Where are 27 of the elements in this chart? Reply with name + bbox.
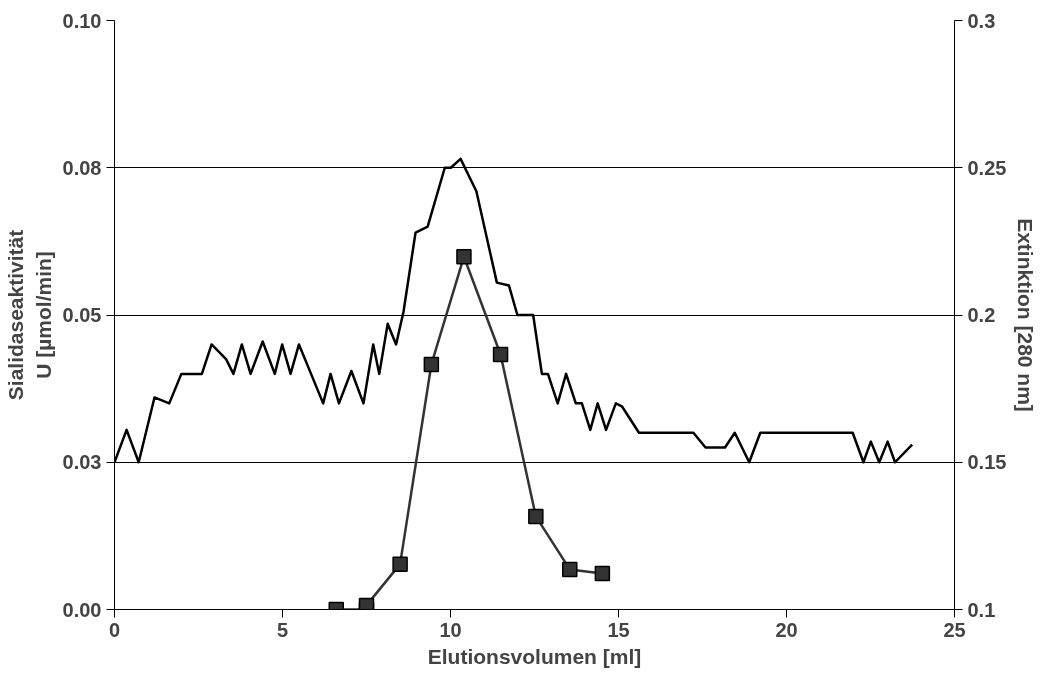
x-axis-title: Elutionsvolumen [ml] xyxy=(427,644,642,668)
x-tick-label: 5 xyxy=(276,618,289,641)
point xyxy=(562,561,578,578)
y2-tick-label: 0.15 xyxy=(967,451,1007,474)
x-tick-label: 0 xyxy=(108,618,121,641)
y2-tick-label: 0.3 xyxy=(967,9,996,32)
y2-axis-title: Extinktion [280 nm] xyxy=(1014,218,1038,412)
y-tick-label: 0.00 xyxy=(62,598,102,621)
y-tick-label: 0.03 xyxy=(62,451,102,474)
point xyxy=(492,346,509,363)
y2-tick-label: 0.2 xyxy=(967,304,996,326)
y-tick-label: 0.05 xyxy=(62,304,102,326)
point xyxy=(528,508,544,525)
y-tick-label: 0.10 xyxy=(62,9,102,32)
x-tick-label: 20 xyxy=(775,618,798,641)
point xyxy=(456,248,472,265)
point xyxy=(392,556,408,572)
y-tick-label: 0.08 xyxy=(62,156,102,179)
x-tick-label: 25 xyxy=(943,618,966,641)
x-tick-label: 10 xyxy=(439,618,462,641)
point xyxy=(423,356,440,373)
y2-tick-label: 0.25 xyxy=(967,156,1007,179)
point xyxy=(358,597,375,610)
y-axis-title: Sialidaseaktivität U [µmol/min] xyxy=(3,229,55,401)
point xyxy=(594,565,611,582)
y2-tick-label: 0.1 xyxy=(967,598,996,621)
x-tick-label: 15 xyxy=(607,618,630,641)
